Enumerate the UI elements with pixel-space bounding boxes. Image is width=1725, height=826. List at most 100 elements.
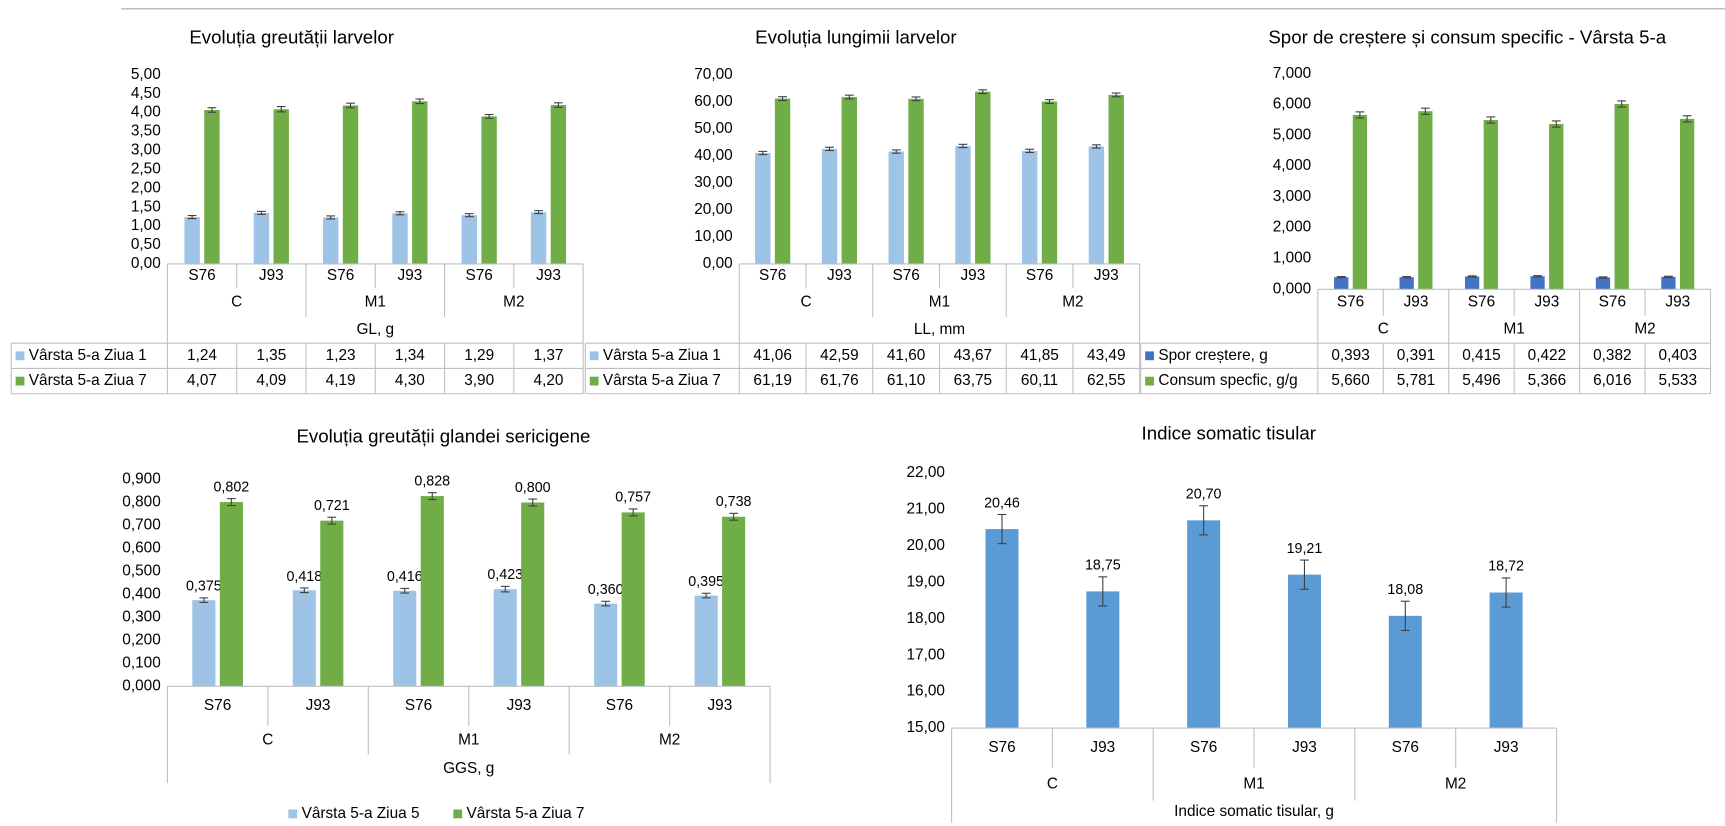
bar bbox=[774, 98, 791, 264]
y-tick-label: 2,00 bbox=[131, 179, 161, 196]
legend-label: Vârsta 5-a Ziua 5 bbox=[302, 805, 420, 822]
y-tick-label: 0,000 bbox=[122, 677, 160, 694]
x-tick-label: J93 bbox=[1494, 739, 1519, 756]
table-cell: 1,34 bbox=[395, 347, 425, 364]
y-tick-label: 4,000 bbox=[1273, 157, 1311, 174]
y-tick-label: 0,300 bbox=[122, 608, 160, 625]
bar bbox=[1388, 615, 1422, 729]
x-tick-label: J93 bbox=[536, 267, 561, 284]
x-tick-label: J93 bbox=[1534, 294, 1559, 311]
bar bbox=[1041, 101, 1058, 264]
x-axis-title: GL, g bbox=[356, 321, 394, 338]
data-label: 0,738 bbox=[716, 494, 752, 510]
group-label: M2 bbox=[503, 294, 524, 311]
bar bbox=[461, 215, 477, 264]
bar bbox=[253, 212, 270, 264]
table-cell: 4,30 bbox=[395, 372, 425, 389]
table-cell: 0,415 bbox=[1462, 347, 1500, 364]
table-cell: 1,23 bbox=[326, 347, 356, 364]
bar bbox=[1418, 111, 1433, 290]
table-cell: 41,06 bbox=[753, 347, 791, 364]
data-label: 0,800 bbox=[515, 480, 551, 496]
x-tick-label: S76 bbox=[327, 267, 354, 284]
bar bbox=[393, 590, 417, 687]
data-label: 0,375 bbox=[186, 579, 222, 595]
y-tick-label: 70,00 bbox=[694, 66, 732, 83]
bar bbox=[292, 590, 316, 687]
x-tick-label: S76 bbox=[1337, 294, 1364, 311]
data-label: 18,08 bbox=[1387, 582, 1423, 598]
y-tick-label: 0,600 bbox=[122, 540, 160, 557]
y-tick-label: 19,00 bbox=[907, 573, 945, 590]
x-tick-label: J93 bbox=[1404, 294, 1429, 311]
x-tick-label: S76 bbox=[892, 267, 919, 284]
bar bbox=[841, 97, 858, 264]
bar bbox=[1108, 94, 1124, 264]
table-cell: 5,781 bbox=[1397, 372, 1435, 389]
y-tick-label: 21,00 bbox=[907, 500, 945, 517]
legend-swatch bbox=[589, 376, 599, 386]
table-cell: 1,35 bbox=[256, 347, 286, 364]
bar bbox=[1287, 574, 1321, 729]
bar bbox=[412, 101, 428, 264]
y-tick-label: 10,00 bbox=[694, 228, 732, 245]
bar bbox=[1187, 520, 1221, 729]
legend-swatch bbox=[453, 809, 463, 819]
x-axis-title: GGS, g bbox=[443, 760, 494, 777]
table-cell: 1,37 bbox=[534, 347, 564, 364]
x-tick-label: S76 bbox=[759, 267, 786, 284]
table-cell: 1,24 bbox=[187, 347, 217, 364]
y-tick-label: 1,000 bbox=[1273, 250, 1311, 267]
y-tick-label: 22,00 bbox=[907, 464, 945, 481]
table-cell: 5,366 bbox=[1528, 372, 1566, 389]
group-label: M1 bbox=[458, 731, 479, 748]
data-label: 0,721 bbox=[314, 498, 350, 514]
bar bbox=[722, 516, 746, 687]
y-tick-label: 0,400 bbox=[122, 585, 160, 602]
y-tick-label: 0,900 bbox=[122, 471, 160, 488]
table-cell: 62,55 bbox=[1087, 372, 1125, 389]
y-tick-label: 1,00 bbox=[131, 217, 161, 234]
x-tick-label: J93 bbox=[960, 267, 985, 284]
y-tick-label: 60,00 bbox=[694, 93, 732, 110]
y-tick-label: 2,50 bbox=[131, 160, 161, 177]
table-cell: 4,07 bbox=[187, 372, 217, 389]
table-cell: 4,09 bbox=[256, 372, 286, 389]
x-tick-label: S76 bbox=[1599, 294, 1626, 311]
y-tick-label: 15,00 bbox=[907, 719, 945, 736]
bar bbox=[219, 502, 243, 687]
data-label: 0,418 bbox=[286, 569, 322, 585]
table-cell: 43,67 bbox=[954, 347, 992, 364]
x-tick-label: J93 bbox=[1292, 739, 1317, 756]
x-tick-label: S76 bbox=[1392, 739, 1419, 756]
bar bbox=[1464, 276, 1480, 290]
x-axis-title: LL, mm bbox=[914, 321, 965, 338]
data-label: 20,46 bbox=[984, 495, 1020, 511]
y-tick-label: 3,000 bbox=[1273, 188, 1311, 205]
table-cell: 4,20 bbox=[534, 372, 564, 389]
data-label: 19,21 bbox=[1287, 541, 1323, 557]
bar bbox=[1661, 276, 1676, 290]
bar bbox=[1530, 276, 1545, 290]
data-label: 0,395 bbox=[688, 574, 724, 590]
y-tick-label: 17,00 bbox=[907, 646, 945, 663]
group-label: M2 bbox=[659, 731, 680, 748]
chart-title: Evoluția lungimii larvelor bbox=[755, 26, 957, 47]
bar bbox=[821, 148, 838, 264]
bar bbox=[888, 151, 904, 264]
table-cell: 5,660 bbox=[1331, 372, 1369, 389]
y-tick-label: 30,00 bbox=[694, 174, 732, 191]
bar bbox=[694, 595, 718, 687]
bar bbox=[975, 91, 991, 264]
bar bbox=[342, 105, 359, 264]
legend-swatch bbox=[15, 376, 25, 386]
data-label: 18,75 bbox=[1085, 558, 1121, 574]
data-label: 18,72 bbox=[1488, 559, 1524, 575]
y-tick-label: 4,00 bbox=[131, 104, 161, 121]
table-cell: 63,75 bbox=[954, 372, 992, 389]
bar bbox=[908, 98, 924, 264]
bar bbox=[1489, 592, 1523, 729]
group-label: C bbox=[262, 731, 273, 748]
